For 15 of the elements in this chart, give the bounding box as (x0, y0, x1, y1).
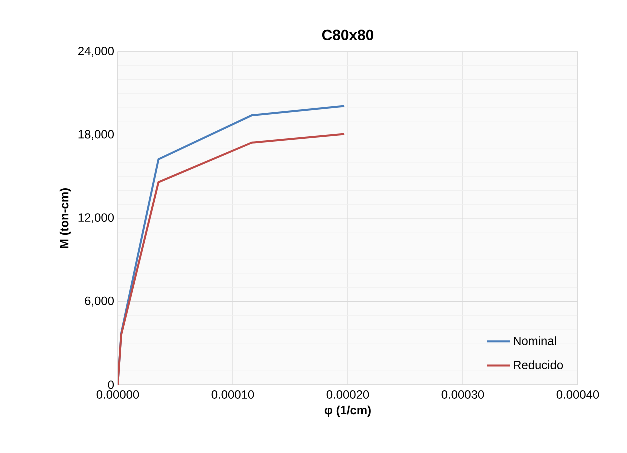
y-tick-label: 12,000 (78, 214, 114, 224)
y-tick-label: 0 (108, 380, 114, 390)
legend-label: Reducido (514, 360, 564, 370)
y-axis-title: M (ton-cm) (60, 188, 72, 248)
x-tick-label: 0.00020 (326, 390, 370, 399)
y-tick-label: 18,000 (78, 130, 114, 140)
x-tick-label: 0.00000 (96, 390, 140, 399)
x-axis-title: φ (1/cm) (324, 406, 371, 417)
x-tick-label: 0.00040 (556, 390, 600, 399)
y-tick-label: 6,000 (85, 296, 114, 307)
y-tick-label: 24,000 (78, 47, 114, 57)
chart-title: C80x80 (322, 30, 374, 40)
x-tick-label: 0.00030 (442, 390, 484, 399)
x-tick-label: 0.00010 (212, 390, 254, 399)
legend-label: Nominal (514, 336, 556, 346)
